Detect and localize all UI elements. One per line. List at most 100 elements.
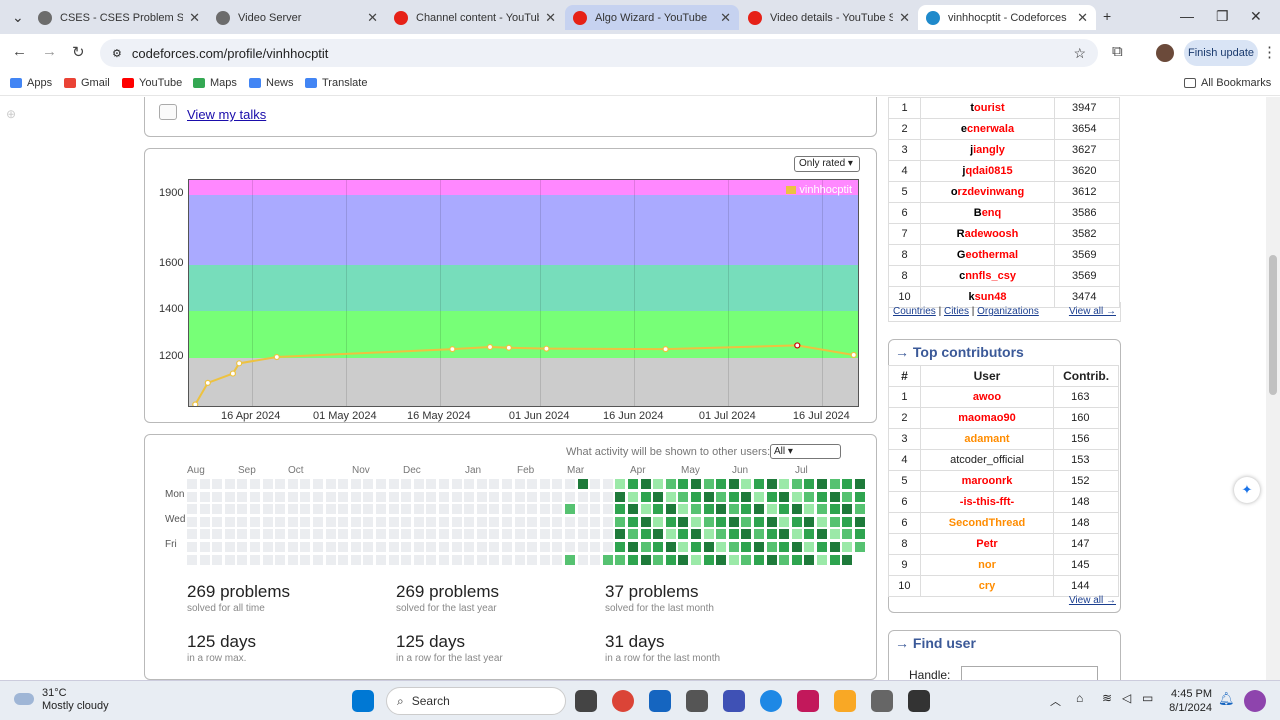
user-link[interactable]: adamant xyxy=(919,428,1055,450)
windows-start-icon[interactable] xyxy=(352,690,374,712)
heatmap-cell[interactable] xyxy=(262,504,273,515)
heatmap-cell[interactable] xyxy=(691,542,701,552)
rating-point[interactable] xyxy=(273,353,280,361)
heatmap-cell[interactable] xyxy=(590,479,601,489)
heatmap-cell[interactable] xyxy=(577,516,588,527)
heatmap-cell[interactable] xyxy=(842,516,853,527)
rating-point[interactable] xyxy=(505,344,512,351)
heatmap-cell[interactable] xyxy=(716,491,727,502)
heatmap-cell[interactable] xyxy=(716,516,727,527)
heatmap-cell[interactable] xyxy=(476,491,487,502)
heatmap-cell[interactable] xyxy=(703,542,714,552)
user-link[interactable]: -is-this-fft- xyxy=(919,491,1055,513)
heatmap-cell[interactable] xyxy=(804,554,815,565)
heatmap-cell[interactable] xyxy=(728,491,739,502)
heatmap-cell[interactable] xyxy=(602,504,613,515)
heatmap-cell[interactable] xyxy=(287,529,298,540)
heatmap-cell[interactable] xyxy=(640,479,651,489)
heatmap-cell[interactable] xyxy=(728,504,739,515)
user-link[interactable]: maomao90 xyxy=(919,407,1055,429)
heatmap-cell[interactable] xyxy=(401,491,412,502)
heatmap-cell[interactable] xyxy=(817,504,827,515)
browser-tab[interactable]: Video details - YouTube St ✕ xyxy=(740,5,918,30)
wifi-icon[interactable]: ≋ xyxy=(1102,691,1113,705)
heatmap-cell[interactable] xyxy=(628,529,638,540)
heatmap-cell[interactable] xyxy=(224,504,235,515)
maximize-icon[interactable]: ❐ xyxy=(1216,8,1229,24)
heatmap-cell[interactable] xyxy=(615,516,626,527)
heatmap-cell[interactable] xyxy=(817,491,827,502)
heatmap-cell[interactable] xyxy=(829,529,840,540)
heatmap-cell[interactable] xyxy=(628,542,638,552)
battery-icon[interactable]: ▭ xyxy=(1142,691,1154,705)
heatmap-cell[interactable] xyxy=(313,504,323,515)
heatmap-cell[interactable] xyxy=(754,504,764,515)
heatmap-cell[interactable] xyxy=(716,554,727,565)
heatmap-cell[interactable] xyxy=(842,491,853,502)
heatmap-cell[interactable] xyxy=(779,542,790,552)
heatmap-cell[interactable] xyxy=(224,479,235,489)
heatmap-cell[interactable] xyxy=(665,504,676,515)
heatmap-cell[interactable] xyxy=(527,491,538,502)
heatmap-cell[interactable] xyxy=(275,542,286,552)
heatmap-cell[interactable] xyxy=(502,542,512,552)
heatmap-cell[interactable] xyxy=(716,479,727,489)
heatmap-cell[interactable] xyxy=(565,554,575,565)
bookmark-item[interactable]: Apps xyxy=(10,77,52,89)
heatmap-cell[interactable] xyxy=(489,542,500,552)
heatmap-cell[interactable] xyxy=(313,479,323,489)
heatmap-cell[interactable] xyxy=(653,479,664,489)
heatmap-cell[interactable] xyxy=(426,554,437,565)
heatmap-cell[interactable] xyxy=(854,504,865,515)
heatmap-cell[interactable] xyxy=(237,542,248,552)
heatmap-cell[interactable] xyxy=(754,516,764,527)
heatmap-cell[interactable] xyxy=(199,529,210,540)
heatmap-cell[interactable] xyxy=(363,529,374,540)
heatmap-cell[interactable] xyxy=(250,529,260,540)
heatmap-cell[interactable] xyxy=(766,491,777,502)
heatmap-cell[interactable] xyxy=(199,479,210,489)
user-link[interactable]: Petr xyxy=(919,533,1055,555)
heatmap-cell[interactable] xyxy=(539,529,550,540)
heatmap-cell[interactable] xyxy=(678,479,689,489)
heatmap-cell[interactable] xyxy=(388,529,399,540)
heatmap-cell[interactable] xyxy=(754,529,764,540)
heatmap-cell[interactable] xyxy=(703,504,714,515)
handle-input[interactable] xyxy=(961,666,1098,680)
heatmap-cell[interactable] xyxy=(703,529,714,540)
heatmap-cell[interactable] xyxy=(728,542,739,552)
heatmap-cell[interactable] xyxy=(539,491,550,502)
heatmap-cell[interactable] xyxy=(628,516,638,527)
heatmap-cell[interactable] xyxy=(754,542,764,552)
heatmap-cell[interactable] xyxy=(766,529,777,540)
heatmap-cell[interactable] xyxy=(476,504,487,515)
heatmap-cell[interactable] xyxy=(514,542,525,552)
heatmap-cell[interactable] xyxy=(678,554,689,565)
heatmap-cell[interactable] xyxy=(817,516,827,527)
heatmap-cell[interactable] xyxy=(464,542,475,552)
heatmap-cell[interactable] xyxy=(741,491,752,502)
heatmap-cell[interactable] xyxy=(552,504,563,515)
heatmap-cell[interactable] xyxy=(615,479,626,489)
user-link[interactable]: cnnfls_csy xyxy=(920,265,1055,287)
user-link[interactable]: awoo xyxy=(919,386,1055,408)
heatmap-cell[interactable] xyxy=(464,529,475,540)
heatmap-cell[interactable] xyxy=(804,529,815,540)
heatmap-cell[interactable] xyxy=(287,491,298,502)
heatmap-cell[interactable] xyxy=(212,479,223,489)
heatmap-cell[interactable] xyxy=(829,479,840,489)
heatmap-cell[interactable] xyxy=(413,504,424,515)
chrome-icon[interactable] xyxy=(612,690,634,712)
heatmap-cell[interactable] xyxy=(527,529,538,540)
heatmap-cell[interactable] xyxy=(565,516,575,527)
heatmap-cell[interactable] xyxy=(829,491,840,502)
heatmap-cell[interactable] xyxy=(539,516,550,527)
heatmap-cell[interactable] xyxy=(212,529,223,540)
heatmap-cell[interactable] xyxy=(804,516,815,527)
heatmap-cell[interactable] xyxy=(313,554,323,565)
heatmap-cell[interactable] xyxy=(791,504,802,515)
heatmap-cell[interactable] xyxy=(363,542,374,552)
heatmap-cell[interactable] xyxy=(640,516,651,527)
heatmap-cell[interactable] xyxy=(665,491,676,502)
heatmap-cell[interactable] xyxy=(779,529,790,540)
